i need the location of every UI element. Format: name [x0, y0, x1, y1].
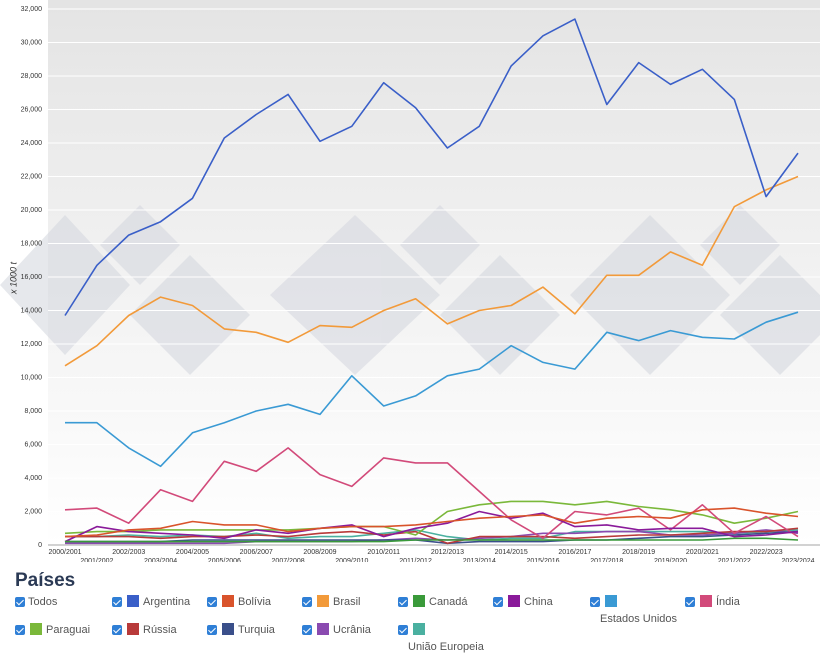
x-tick-label: 2021/2022: [718, 558, 751, 562]
x-tick-label: 2011/2012: [399, 558, 432, 562]
x-tick-label: 2001/2002: [80, 558, 113, 562]
y-tick-label: 30,000: [21, 39, 43, 46]
legend-swatch: [508, 595, 520, 607]
series-line: [65, 530, 799, 545]
x-tick-label: 2013/2014: [463, 558, 496, 562]
legend-swatch: [317, 595, 329, 607]
legend-label: União Europeia: [408, 641, 484, 653]
checkbox[interactable]: [207, 597, 217, 607]
legend-swatch: [127, 595, 139, 607]
checkbox[interactable]: [302, 597, 312, 607]
x-tick-label: 2020/2021: [686, 549, 719, 556]
legend-label: China: [524, 596, 553, 608]
legend-swatch: [413, 623, 425, 635]
series-line: [65, 537, 799, 543]
y-tick-label: 8,000: [24, 408, 42, 415]
x-tick-label: 2010/2011: [367, 549, 400, 556]
legend-swatch: [700, 595, 712, 607]
series-line: [64, 510, 799, 543]
legend-label: Canadá: [429, 596, 468, 608]
x-tick-label: 2004/2005: [176, 549, 209, 556]
y-tick-label: 12,000: [21, 341, 43, 348]
legend-swatch: [413, 595, 425, 607]
legend-label: Ucrânia: [333, 624, 371, 636]
y-tick-label: 14,000: [21, 307, 43, 314]
checkbox[interactable]: [15, 625, 25, 635]
y-tick-label: 20,000: [21, 207, 43, 214]
y-tick-label: 22,000: [21, 173, 43, 180]
legend-label: Índia: [716, 596, 740, 608]
checkbox[interactable]: [398, 625, 408, 635]
checkbox[interactable]: [15, 597, 25, 607]
legend-title: Países: [15, 570, 76, 591]
legend-label: Brasil: [333, 596, 361, 608]
checkbox[interactable]: [590, 597, 600, 607]
series-line: [64, 18, 799, 316]
legend-label: Argentina: [143, 596, 191, 608]
y-tick-label: 6,000: [24, 441, 42, 448]
legend: Países Todos Argentina Bolívia Brasil Canadá…: [0, 562, 820, 658]
x-tick-label: 2012/2013: [431, 549, 464, 556]
watermark: [0, 205, 820, 375]
x-tick-label: 2017/2018: [590, 558, 623, 562]
chart: x 1000 t 0 2,000 4,000 6,000 8,000 10,000 12,0…: [0, 0, 820, 562]
x-tick-label: 2007/2008: [272, 558, 305, 562]
x-tick-label: 2006/2007: [240, 549, 273, 556]
legend-label: Todos: [28, 596, 58, 608]
y-tick-label: 2,000: [24, 508, 42, 515]
checkbox[interactable]: [112, 625, 122, 635]
series-line: [65, 527, 799, 545]
y-tick-label: 26,000: [21, 106, 43, 113]
y-tick-label: 10,000: [21, 374, 43, 381]
y-tick-label: 16,000: [21, 274, 43, 281]
x-tick-label: 2016/2017: [558, 549, 591, 556]
x-tick-label: 2019/2020: [654, 558, 687, 562]
checkbox[interactable]: [398, 597, 408, 607]
x-tick-label: 2003/2004: [144, 558, 177, 562]
series-line: [64, 507, 799, 538]
y-tick-label: 18,000: [21, 240, 43, 247]
x-tick-label: 2023/2024: [781, 558, 814, 562]
checkbox[interactable]: [493, 597, 503, 607]
x-tick-label: 2018/2019: [622, 549, 655, 556]
legend-swatch: [30, 623, 42, 635]
x-tick-label: 2009/2010: [335, 558, 368, 562]
series-line: [64, 175, 799, 367]
legend-label: Bolívia: [238, 596, 272, 608]
x-tick-label: 2015/2016: [526, 558, 559, 562]
legend-swatch: [317, 623, 329, 635]
y-tick-label: 24,000: [21, 140, 43, 147]
legend-swatch: [605, 595, 617, 607]
x-tick-label: 2008/2009: [303, 549, 336, 556]
x-tick-label: 2000/2001: [48, 549, 81, 556]
legend-label: Estados Unidos: [600, 613, 678, 625]
checkbox[interactable]: [685, 597, 695, 607]
x-tick-label: 2022/2023: [750, 549, 783, 556]
legend-swatch: [222, 595, 234, 607]
checkbox[interactable]: [112, 597, 122, 607]
checkbox[interactable]: [207, 625, 217, 635]
legend-label: Paraguai: [46, 624, 91, 636]
legend-swatch: [222, 623, 234, 635]
x-tick-label: 2002/2003: [112, 549, 145, 556]
x-tick-label: 2014/2015: [495, 549, 528, 556]
y-tick-label: 32,000: [21, 6, 43, 13]
checkbox[interactable]: [302, 625, 312, 635]
legend-label: Turquia: [238, 624, 275, 636]
legend-swatch: [127, 623, 139, 635]
y-axis-label: x 1000 t: [8, 261, 18, 295]
legend-label: Rússia: [143, 624, 177, 636]
series-line: [64, 447, 799, 540]
x-tick-label: 2005/2006: [208, 558, 241, 562]
series-line: [65, 311, 799, 468]
y-tick-label: 0: [38, 542, 42, 549]
y-tick-label: 4,000: [24, 475, 42, 482]
y-tick-label: 28,000: [21, 73, 43, 80]
